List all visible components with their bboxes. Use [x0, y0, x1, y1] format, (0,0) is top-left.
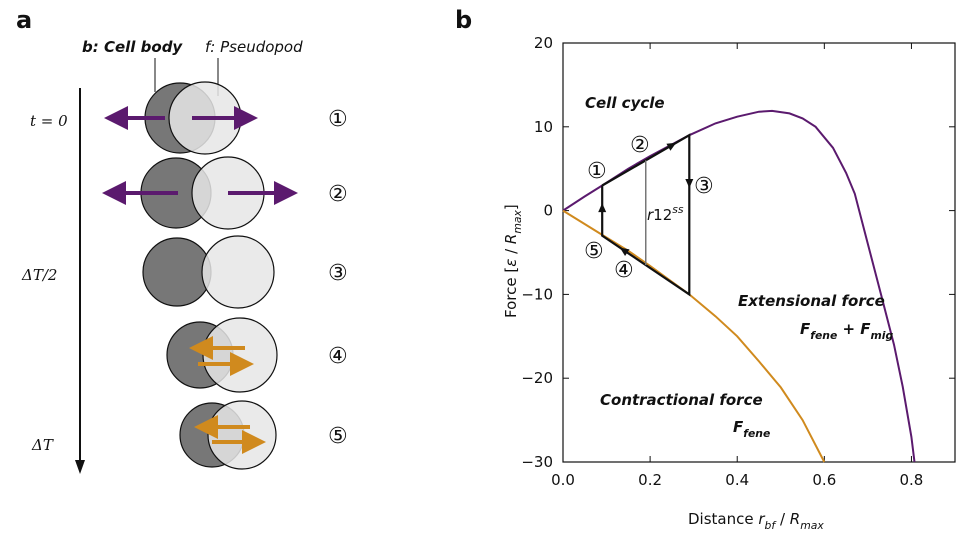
cycle-arrowhead: [666, 142, 677, 151]
step-label: ①: [587, 159, 607, 184]
y-tick-label: 10: [534, 118, 553, 136]
panel-label: b: [455, 6, 472, 34]
x-axis-label-part: /: [775, 510, 790, 528]
panel-label: a: [16, 6, 32, 34]
step-label: ③: [328, 261, 348, 286]
x-tick-label: 0.0: [551, 471, 575, 489]
series-label: Contractional force: [600, 391, 763, 409]
series-formula-part: mig: [871, 329, 894, 342]
cycle-arrowhead: [685, 178, 694, 188]
series-formula-part: fene: [810, 329, 837, 342]
step-label: ①: [328, 107, 348, 132]
curve: [562, 209, 826, 463]
step-label: ⑤: [328, 424, 348, 449]
r12-label-part: r: [647, 206, 654, 224]
body-label: b: Cell body: [82, 38, 183, 56]
step-label: ③: [694, 174, 714, 199]
curve: [562, 109, 916, 463]
step-label: ④: [328, 344, 348, 369]
plot-frame: [562, 42, 956, 463]
series-formula-part: F: [800, 320, 811, 338]
series-formula: Ffene: [733, 418, 770, 440]
y-axis-label-part: ]: [502, 204, 520, 210]
y-tick-label: 20: [534, 34, 553, 52]
x-axis-label-part: max: [800, 519, 824, 532]
force-arrows: [102, 106, 298, 454]
cycle-label: Cell cycle: [585, 94, 665, 112]
y-axis-label-part: ε: [502, 259, 520, 267]
time-label: ΔT/2: [21, 266, 57, 284]
panel-a: a b: Cell body f: Pseudopod t = 0 ΔT/2 Δ…: [16, 6, 348, 474]
r12-label-part: ss: [672, 203, 684, 216]
x-axis-label-part: Distance: [688, 510, 758, 528]
x-axis-label-part: R: [790, 510, 800, 528]
cycle-arrowhead: [598, 203, 607, 213]
y-axis-label: Force [ε / Rmax]: [502, 204, 524, 318]
step-label: ②: [630, 133, 650, 158]
step-label: ⑤: [584, 239, 604, 264]
series-formula: Ffene + Fmig: [800, 320, 893, 342]
cells: [140, 81, 278, 470]
series-label: Extensional force: [738, 292, 885, 310]
time-arrowhead: [75, 460, 85, 474]
y-axis-label-part: /: [502, 244, 520, 259]
pseudo-label: f: Pseudopod: [205, 38, 303, 56]
y-tick-label: −20: [521, 369, 553, 387]
time-label: ΔT: [31, 436, 54, 454]
series-formula-part: fene: [743, 427, 770, 440]
step-label: ②: [328, 182, 348, 207]
x-axis-label-part: bf: [765, 519, 778, 532]
cycle-arrowhead: [619, 247, 630, 256]
y-axis-label-part: R: [502, 234, 520, 244]
x-axis-label: Distance rbf / Rmax: [688, 510, 824, 532]
time-label: t = 0: [30, 112, 68, 130]
y-tick-label: −10: [521, 285, 553, 303]
series-formula-part: F: [733, 418, 744, 436]
x-tick-label: 0.4: [725, 471, 749, 489]
x-tick-label: 0.6: [812, 471, 836, 489]
series-formula-part: + F: [837, 320, 871, 338]
x-axis-label-part: r: [758, 510, 765, 528]
y-axis-label-part: max: [511, 210, 524, 234]
x-tick-label: 0.8: [900, 471, 924, 489]
x-tick-label: 0.2: [638, 471, 662, 489]
cycle-path: [601, 133, 691, 297]
y-axis-label-part: Force [: [502, 267, 520, 318]
r12-label-part: 12: [653, 206, 672, 224]
r12-label: r12ss: [647, 203, 684, 224]
step-label: ④: [614, 258, 634, 283]
panel-b: b 0.0 0.2 0.4 0.6 0.8 20 10 0 −10 −20 −30 Distance …: [455, 6, 956, 532]
y-tick-label: 0: [543, 202, 553, 220]
y-tick-label: −30: [521, 453, 553, 471]
